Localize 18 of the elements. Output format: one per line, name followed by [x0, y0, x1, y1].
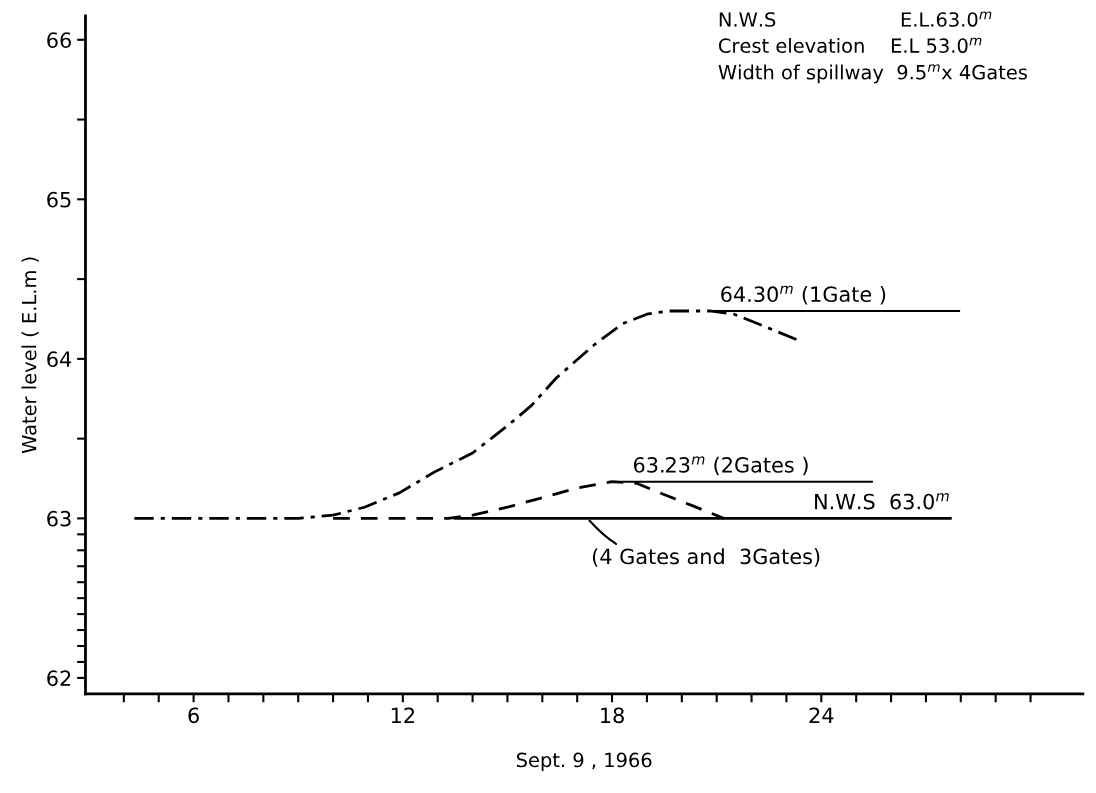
- annotation: N.W.S 63.0$^{m}$: [815, 493, 949, 510]
- y-axis-title: Water level ( E.L.m ): [21, 257, 39, 454]
- y-tick-label: 62: [47, 670, 71, 687]
- y-tick-label: 66: [47, 32, 71, 48]
- annotation: (4 Gates and 3Gates): [592, 548, 820, 567]
- x-tick-label: 6: [188, 707, 199, 724]
- annotation: Width of spillway 9.5$^{m}$x 4Gates: [718, 64, 1027, 84]
- y-tick-label: 65: [47, 191, 71, 208]
- annotation: 64.30$^{m}$ (1Gate ): [721, 285, 886, 305]
- annotation: N.W.S E.L.63.0$^{m}$: [719, 11, 992, 27]
- x-tick-label: 24: [809, 707, 834, 723]
- x-axis-title: Sept. 9 , 1966: [516, 752, 652, 772]
- x-tick-label: 18: [601, 707, 624, 724]
- annotation: Crest elevation E.L 53.0$^{m}$: [718, 37, 982, 54]
- annotation: 63.23$^{m}$ (2Gates ): [633, 456, 808, 476]
- x-tick-label: 12: [391, 707, 414, 723]
- y-tick-label: 64: [47, 351, 72, 368]
- y-tick-label: 63: [47, 510, 71, 527]
